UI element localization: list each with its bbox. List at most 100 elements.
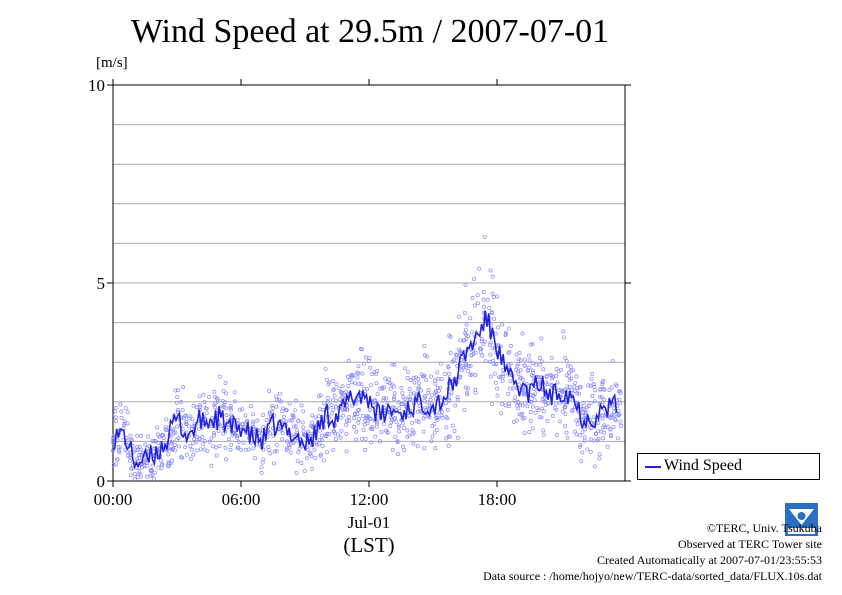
data-point bbox=[410, 428, 415, 433]
data-point bbox=[388, 424, 393, 428]
data-point bbox=[251, 421, 255, 426]
data-point bbox=[173, 442, 177, 447]
data-point bbox=[408, 378, 413, 383]
data-point bbox=[305, 447, 310, 452]
data-point bbox=[264, 418, 269, 423]
data-point bbox=[598, 387, 603, 392]
data-point bbox=[453, 403, 458, 408]
data-point bbox=[469, 372, 474, 377]
data-point bbox=[338, 415, 343, 420]
data-point bbox=[191, 441, 196, 445]
data-point bbox=[301, 409, 306, 414]
data-point bbox=[296, 450, 301, 455]
data-point bbox=[573, 380, 578, 385]
data-point bbox=[368, 365, 373, 370]
data-point bbox=[396, 425, 401, 430]
data-point bbox=[539, 336, 544, 341]
data-point bbox=[529, 373, 534, 378]
data-point bbox=[499, 411, 504, 416]
data-point bbox=[134, 465, 139, 470]
data-point bbox=[279, 399, 284, 404]
data-point bbox=[507, 401, 512, 406]
data-point bbox=[615, 436, 620, 441]
data-point bbox=[195, 405, 199, 410]
data-point bbox=[364, 355, 368, 360]
data-point bbox=[170, 446, 175, 451]
data-point bbox=[506, 326, 511, 331]
data-point bbox=[284, 447, 289, 452]
data-point bbox=[158, 458, 163, 463]
data-point bbox=[210, 416, 215, 420]
data-point bbox=[196, 426, 201, 431]
data-point bbox=[116, 445, 121, 449]
data-point bbox=[463, 282, 468, 287]
data-point bbox=[501, 374, 506, 379]
data-point bbox=[202, 447, 207, 452]
data-point bbox=[274, 394, 279, 399]
data-point bbox=[332, 429, 337, 433]
data-point bbox=[465, 390, 470, 395]
data-point bbox=[397, 406, 402, 411]
data-point bbox=[503, 333, 508, 338]
data-point bbox=[377, 439, 382, 444]
data-point bbox=[318, 407, 322, 412]
data-point bbox=[508, 343, 513, 348]
data-point bbox=[459, 364, 464, 369]
data-point bbox=[200, 435, 205, 439]
data-point bbox=[545, 382, 550, 387]
data-point bbox=[186, 424, 191, 429]
data-point bbox=[575, 386, 580, 391]
data-point bbox=[463, 385, 468, 390]
data-point bbox=[223, 380, 228, 385]
data-point bbox=[229, 442, 234, 447]
data-point bbox=[381, 421, 386, 426]
data-point bbox=[520, 331, 525, 336]
data-point bbox=[156, 441, 161, 446]
data-point bbox=[563, 355, 568, 360]
data-point bbox=[349, 380, 354, 385]
data-point bbox=[213, 401, 218, 406]
data-point bbox=[564, 430, 569, 435]
data-point bbox=[114, 419, 119, 424]
data-point bbox=[600, 416, 605, 421]
data-point bbox=[221, 388, 226, 393]
data-point bbox=[490, 311, 494, 316]
data-point bbox=[202, 439, 207, 443]
data-point bbox=[522, 363, 527, 368]
data-point bbox=[285, 439, 289, 444]
data-point bbox=[529, 342, 533, 347]
data-point bbox=[523, 401, 528, 406]
data-point bbox=[472, 303, 477, 308]
x-tick-label: 06:00 bbox=[222, 490, 261, 509]
data-point bbox=[175, 388, 180, 393]
data-point bbox=[482, 304, 487, 309]
data-point bbox=[454, 355, 459, 360]
data-point bbox=[176, 407, 180, 412]
data-point bbox=[523, 357, 527, 362]
data-point bbox=[569, 368, 574, 373]
data-point bbox=[462, 338, 467, 343]
data-point bbox=[314, 440, 319, 445]
data-point bbox=[166, 452, 171, 457]
data-point bbox=[325, 450, 329, 455]
data-point bbox=[556, 369, 561, 374]
data-point bbox=[320, 444, 325, 448]
data-point bbox=[153, 439, 158, 444]
data-point bbox=[581, 400, 586, 405]
data-point bbox=[312, 447, 317, 452]
data-point bbox=[313, 455, 318, 460]
data-point bbox=[337, 386, 341, 391]
data-point bbox=[148, 468, 153, 473]
data-point bbox=[291, 414, 296, 419]
data-point bbox=[152, 470, 157, 475]
data-point bbox=[359, 382, 364, 387]
data-point bbox=[361, 413, 365, 418]
data-point bbox=[517, 412, 522, 417]
data-point bbox=[503, 403, 508, 408]
data-point bbox=[567, 384, 572, 389]
data-point bbox=[344, 449, 349, 454]
data-point bbox=[389, 420, 394, 425]
data-point bbox=[490, 274, 495, 279]
data-point bbox=[410, 431, 415, 436]
data-point bbox=[368, 383, 373, 388]
